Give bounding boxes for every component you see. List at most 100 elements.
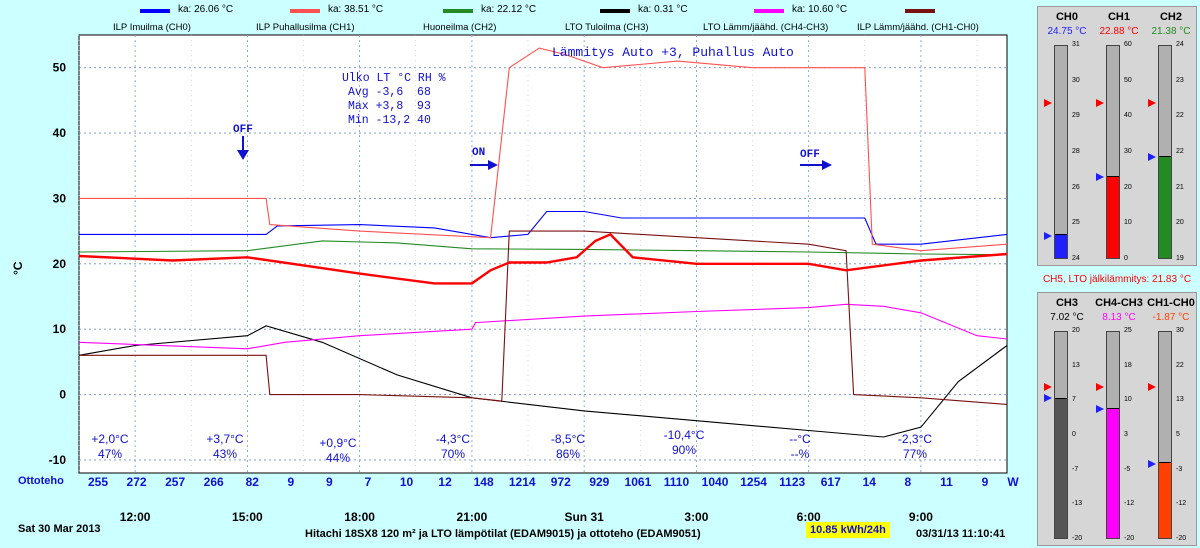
gauge-tube bbox=[1106, 331, 1120, 539]
gauge-scale-label: 40 bbox=[1124, 112, 1132, 120]
ottoteho-value: 14 bbox=[862, 475, 876, 489]
series-lines bbox=[78, 47, 1008, 438]
gauge-scale-label: 13 bbox=[1072, 361, 1080, 369]
gauge-scale-label: 20 bbox=[1176, 219, 1184, 227]
legend-name-ch3: LTO Tuloilma (CH3) bbox=[565, 22, 649, 33]
footer-title: Hitachi 18SX8 120 m² ja LTO lämpötilat (… bbox=[305, 528, 701, 540]
stat-temp: --°C bbox=[789, 432, 811, 446]
ulko-max-rh: 93 bbox=[417, 100, 431, 113]
gauge-title: CH1 bbox=[1107, 11, 1130, 23]
legend-swatch-ch1ch0 bbox=[905, 9, 935, 13]
current-marker-icon bbox=[1148, 459, 1156, 468]
legend-value-ch2: ka: 22.12 °C bbox=[481, 4, 537, 15]
footer-timestamp: 03/31/13 11:10:41 bbox=[916, 528, 1006, 540]
ottoteho-value: 1214 bbox=[508, 475, 536, 489]
ulko-row-min: Min -13,2 40 bbox=[348, 114, 431, 127]
gauge-fill bbox=[1055, 397, 1067, 538]
gauge-title: CH4-CH3 bbox=[1095, 297, 1143, 309]
ottoteho-value: 972 bbox=[550, 475, 571, 489]
legend-value-ch4: ka: 10.60 °C bbox=[792, 4, 848, 15]
off-marker-2-label: OFF bbox=[800, 149, 820, 161]
y-tick-label: 50 bbox=[53, 61, 67, 75]
stat-2: +0,9°C 44% bbox=[308, 436, 368, 466]
max-marker-icon bbox=[1096, 383, 1104, 391]
current-marker-icon bbox=[1148, 153, 1156, 162]
ottoteho-value: 1110 bbox=[663, 475, 690, 489]
series-line-0 bbox=[79, 210, 1008, 245]
gauge-fill bbox=[1107, 408, 1119, 538]
gauge-value: 22.88 °C bbox=[1099, 26, 1139, 37]
gauge-scale: 19 20 21 22 22 23 24 bbox=[1174, 41, 1192, 262]
plot-area bbox=[78, 34, 1008, 474]
ottoteho-value: 9 bbox=[287, 475, 295, 489]
legend-name-ch1ch0: ILP Lämm/jäähd. (CH1-CH0) bbox=[857, 22, 979, 33]
gauge-value: 24.75 °C bbox=[1047, 26, 1087, 37]
stat-1: +3,7°C 43% bbox=[195, 432, 255, 462]
gauge-scale-label: 10 bbox=[1124, 396, 1132, 404]
gauge-fill bbox=[1055, 234, 1067, 258]
gauge-value: 8.13 °C bbox=[1102, 312, 1136, 323]
gauge-scale-label: 29 bbox=[1072, 112, 1080, 120]
stat-rh: --% bbox=[790, 447, 810, 461]
gauge-scale-label: 18 bbox=[1124, 361, 1132, 369]
legend-swatch-ch0 bbox=[140, 9, 170, 13]
current-marker-icon bbox=[1044, 394, 1052, 403]
legend-swatch-ch4 bbox=[754, 9, 784, 13]
stat-4: -8,5°C 86% bbox=[538, 432, 598, 462]
gauge-tube bbox=[1158, 331, 1172, 539]
ottoteho-value: 9 bbox=[326, 475, 333, 489]
x-tick-label: 18:00 bbox=[344, 510, 375, 524]
gauge-scale-label: 26 bbox=[1072, 183, 1080, 191]
y-tick-label: 40 bbox=[53, 126, 67, 140]
max-marker-icon bbox=[1096, 98, 1104, 107]
gauge-scale-label: -13 bbox=[1072, 500, 1083, 508]
temperature-chart: -10 0 10 20 30 40 50 12:00 15:00 18:00 21:00 Sun 3… bbox=[11, 34, 1008, 524]
current-marker-icon bbox=[1096, 404, 1104, 413]
ottoteho-value: 8 bbox=[904, 475, 912, 489]
series-line-3 bbox=[78, 325, 1008, 438]
series-line-1 bbox=[79, 47, 1008, 252]
gauge-scale: 0 10 20 30 40 50 60 bbox=[1122, 41, 1140, 262]
gauge-scale-label: 13 bbox=[1176, 396, 1184, 404]
legend-name-ch2: Huoneilma (CH2) bbox=[423, 22, 497, 33]
y-tick-label: -10 bbox=[49, 453, 67, 467]
stat-temp: +3,7°C bbox=[206, 432, 244, 446]
max-marker-icon bbox=[1148, 383, 1156, 391]
off-marker-2: OFF bbox=[800, 149, 832, 170]
gauge-scale-label: -7 bbox=[1072, 465, 1079, 473]
gauge-scale-label: 5 bbox=[1176, 431, 1180, 438]
gauge-scale-label: 7 bbox=[1072, 396, 1076, 404]
ulko-max-temp: +3,8 bbox=[375, 100, 404, 113]
gauge-scale-label: 30 bbox=[1124, 148, 1132, 155]
stat-6: --°C --% bbox=[770, 432, 830, 462]
gauge-title: CH1-CH0 bbox=[1147, 297, 1195, 309]
gauge-scale-label: 50 bbox=[1124, 76, 1132, 84]
legend-value-ch0: ka: 26.06 °C bbox=[178, 4, 234, 15]
gauge-value: 7.02 °C bbox=[1050, 312, 1084, 323]
gauge-tube bbox=[1054, 331, 1068, 539]
legend-name-ch4: LTO Lämm/jäähd. (CH4-CH3) bbox=[703, 22, 829, 33]
legend-swatch-ch2 bbox=[443, 9, 473, 13]
gauge-scale: 24 25 26 28 29 30 31 bbox=[1070, 41, 1088, 262]
gauge-title: CH3 bbox=[1055, 297, 1078, 309]
gauge-scale-label: 20 bbox=[1124, 183, 1132, 191]
stat-rh: 70% bbox=[440, 447, 466, 461]
ottoteho-value: 148 bbox=[473, 475, 494, 489]
gauge-fill bbox=[1159, 156, 1171, 258]
gauge-scale-label: 30 bbox=[1072, 76, 1080, 84]
footer-date: Sat 30 Mar 2013 bbox=[18, 523, 101, 535]
ottoteho-value: 11 bbox=[940, 475, 953, 489]
gauge-scale-label: 21 bbox=[1176, 183, 1184, 191]
ottoteho-value: 266 bbox=[203, 475, 224, 489]
gauge-scale-label: 25 bbox=[1072, 219, 1080, 227]
ulko-min-rh: 40 bbox=[417, 114, 431, 127]
gauge-scale-label: 25 bbox=[1124, 327, 1132, 334]
ulko-min-temp: -13,2 bbox=[375, 114, 411, 127]
ulko-avg-temp: -3,6 bbox=[375, 86, 404, 99]
on-marker-label: ON bbox=[472, 147, 485, 159]
max-marker-icon bbox=[1148, 98, 1156, 107]
gauge-tube bbox=[1158, 45, 1172, 259]
ch5-label: CH5, LTO jälkilämmitys: 21.83 °C bbox=[1042, 274, 1192, 285]
series-line-2 bbox=[78, 240, 1008, 256]
current-marker-icon bbox=[1096, 173, 1104, 182]
